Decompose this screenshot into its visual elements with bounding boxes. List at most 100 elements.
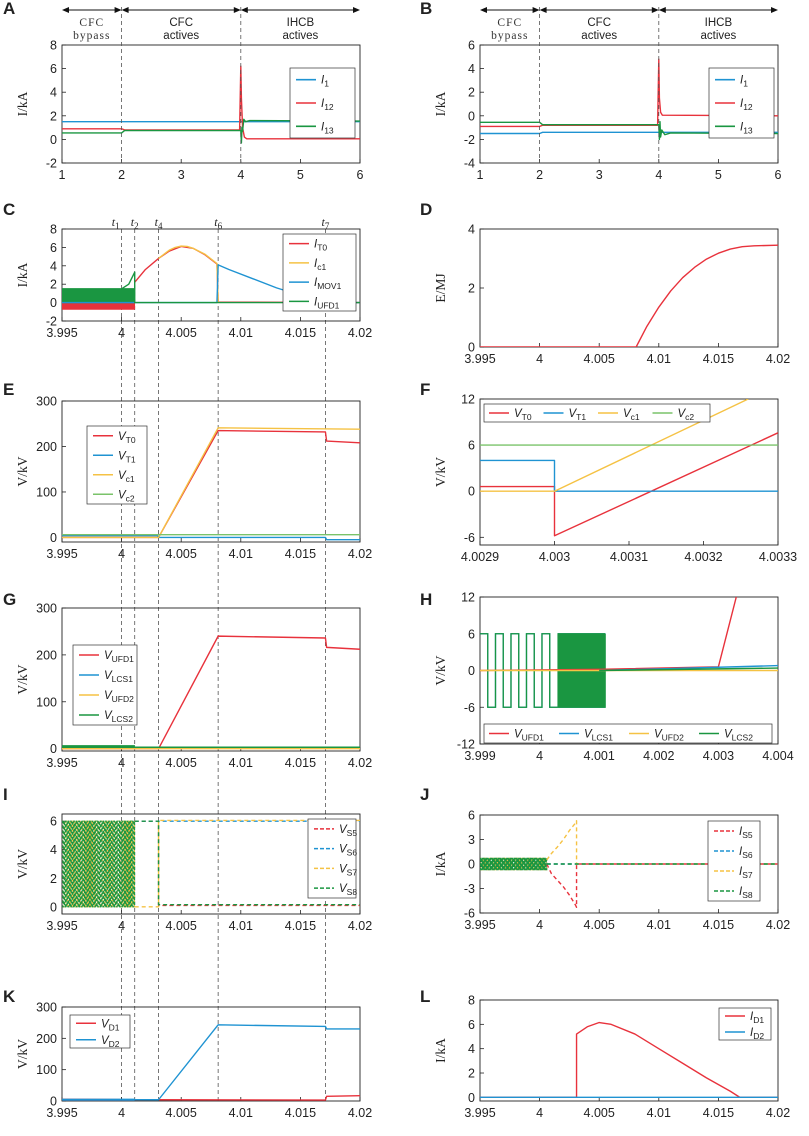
- legend-box: [86, 425, 148, 505]
- plot-area: [480, 399, 778, 537]
- x-tick-label: 4.0031: [610, 550, 648, 564]
- arrow-head-right: [353, 7, 360, 13]
- y-tick-label: 6: [468, 39, 475, 53]
- x-tick-label: 3.995: [464, 1106, 495, 1120]
- legend-label: VS8: [339, 883, 357, 897]
- y-tick-label: 2: [50, 278, 57, 292]
- panel-letter: G: [3, 590, 16, 609]
- y-axis-label: V/kV: [433, 457, 448, 487]
- x-tick-label: 4.015: [285, 756, 316, 770]
- x-tick-label: 4.01: [229, 326, 253, 340]
- arrow-head-left: [62, 7, 69, 13]
- arrow-head-right: [233, 7, 241, 13]
- y-tick-label: 8: [50, 39, 57, 53]
- series-line-d1: [480, 1021, 778, 1099]
- legend-label: VUFD2: [654, 729, 684, 743]
- legend-label: VT0: [118, 431, 136, 445]
- x-tick-label: 4: [536, 918, 543, 932]
- legend-label: VLCS1: [584, 729, 613, 743]
- series-line-13: [62, 118, 360, 144]
- y-tick-label: 300: [36, 395, 57, 409]
- y-tick-label: -4: [464, 157, 475, 171]
- y-axis-label: I/kA: [433, 91, 448, 116]
- x-tick-label: 4: [655, 168, 662, 182]
- series-line-t0: [480, 432, 778, 537]
- x-tick-label: 4.005: [166, 1106, 197, 1120]
- legend-label: I13: [321, 121, 334, 135]
- legend: IS5 IS6 IS7 IS8: [707, 820, 761, 902]
- legend-label: IS7: [739, 866, 753, 880]
- y-axis-label: I/kA: [15, 262, 30, 287]
- x-tick-label: 2: [536, 168, 543, 182]
- legend-label: VT1: [569, 408, 587, 422]
- y-tick-label: 4: [50, 259, 57, 273]
- x-tick-label: 4.0032: [684, 550, 722, 564]
- plot-area: [62, 635, 360, 750]
- x-tick-label: 4: [536, 1106, 543, 1120]
- x-tick-label: 6: [357, 168, 364, 182]
- x-tick-label: 4: [237, 168, 244, 182]
- phase-label: CFC actives: [581, 17, 617, 42]
- panel-letter: L: [420, 987, 430, 1006]
- panel-I: IV/kV3.995 4 4.005 4.01 4.015 4.020246VS5VS6V…: [3, 785, 372, 933]
- series-line-s7: [546, 820, 778, 865]
- series-line-lcs2: [599, 667, 778, 672]
- x-tick-label: 4.015: [285, 919, 316, 933]
- y-tick-label: 0: [50, 900, 57, 914]
- x-tick-label: 4: [118, 326, 125, 340]
- series-line-c1: [62, 427, 360, 539]
- panel-A: A I/kA 1 2 3 4 5 6 -2 0 2 4 6 8 CFC bypass CFC actives IHC…: [3, 0, 364, 182]
- series-line-d2: [62, 1024, 360, 1101]
- x-tick-label: 4: [118, 1106, 125, 1120]
- y-tick-label: -6: [464, 531, 475, 545]
- legend-label: I1: [321, 75, 329, 89]
- x-tick-label: 4: [536, 749, 543, 763]
- y-tick-label: 12: [461, 393, 475, 407]
- x-tick-label: 3.995: [46, 547, 77, 561]
- legend-label: VS5: [339, 824, 357, 838]
- legend-label: IMOV1: [314, 277, 342, 291]
- phase-label: CFC actives: [163, 17, 199, 42]
- x-tick-label: 4.005: [166, 547, 197, 561]
- plot-frame: [479, 228, 779, 348]
- oscillation-trace: [480, 857, 548, 871]
- plot-area: [62, 427, 360, 541]
- panel-letter: A: [3, 0, 15, 18]
- x-tick-label: 3: [178, 168, 185, 182]
- y-tick-label: 0: [468, 341, 475, 355]
- x-tick-label: 2: [118, 168, 125, 182]
- x-tick-label: 4.02: [348, 919, 372, 933]
- y-tick-label: 4: [468, 1042, 475, 1056]
- panel-K: K V/kV 3.995 4 4.005 4.01 4.015 4.02 0 100 200 300 V…: [3, 987, 372, 1120]
- x-tick-label: 4: [536, 352, 543, 366]
- y-tick-label: 8: [50, 223, 57, 237]
- x-tick-label: 4.015: [703, 1106, 734, 1120]
- legend: I1 I12 I13: [708, 67, 775, 139]
- legend: I1 I12 I13: [289, 67, 356, 139]
- phase-label: CFC bypass: [491, 17, 528, 42]
- x-tick-label: 3.995: [46, 326, 77, 340]
- legend-label: VD1: [101, 1018, 120, 1032]
- x-tick-label: 4.02: [766, 1106, 790, 1120]
- series-line-c1: [158, 245, 219, 303]
- plot-area: [480, 597, 778, 708]
- y-tick-label: -2: [46, 315, 57, 329]
- y-tick-label: 12: [461, 591, 475, 605]
- panel-G: G V/kV 3.995 4 4.005 4.01 4.015 4.02 0 100 200 300 V…: [3, 590, 372, 770]
- legend-box: [69, 1014, 131, 1049]
- x-tick-label: 6: [775, 168, 782, 182]
- x-tick-label: 4.0033: [759, 550, 797, 564]
- x-tick-label: 4.01: [229, 756, 253, 770]
- panel-letter: B: [420, 0, 432, 18]
- y-tick-label: 6: [468, 1018, 475, 1032]
- legend-box: [718, 1007, 772, 1041]
- panel-letter: K: [3, 987, 16, 1006]
- y-tick-label: -3: [464, 882, 475, 896]
- legend-box: [282, 233, 357, 312]
- arrow-head-right: [532, 7, 540, 13]
- x-tick-label: 3: [596, 168, 603, 182]
- legend-label: I12: [740, 98, 753, 112]
- x-tick-label: 4.005: [584, 1106, 615, 1120]
- legend-label: IS6: [739, 846, 753, 860]
